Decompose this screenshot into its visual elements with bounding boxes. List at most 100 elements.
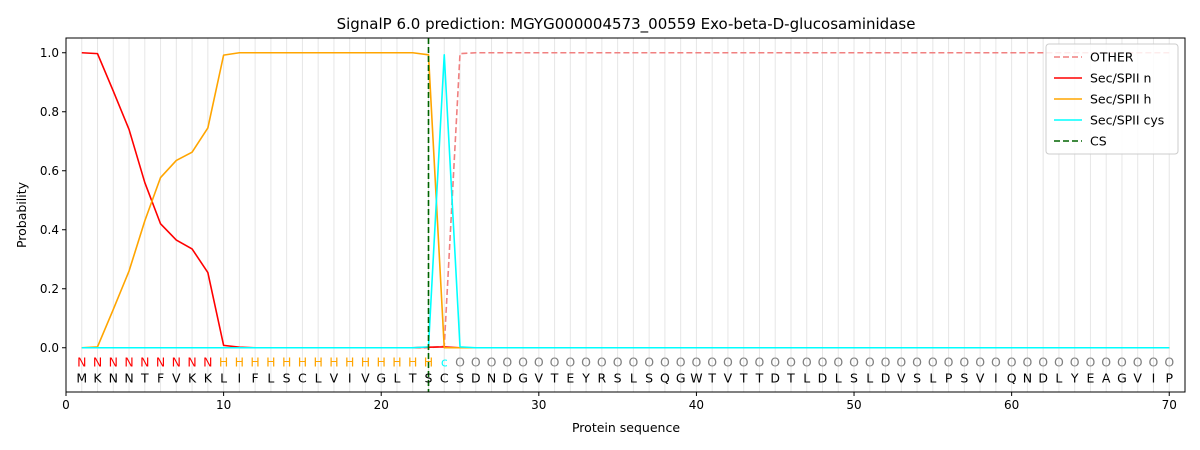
residue-label: W xyxy=(690,371,702,386)
residue-label: Q xyxy=(660,371,670,386)
residue-label: K xyxy=(204,371,213,386)
series-line-sec-spii-n xyxy=(81,51,1170,349)
residue-label: V xyxy=(897,371,906,386)
state-label: O xyxy=(818,355,828,370)
residue-label: L xyxy=(835,371,842,386)
x-tick-label: 60 xyxy=(1004,398,1019,412)
residue-label: S xyxy=(645,371,653,386)
residue-label: T xyxy=(786,371,795,386)
residue-label: L xyxy=(803,371,810,386)
state-label: O xyxy=(471,355,481,370)
state-label: O xyxy=(881,355,891,370)
residue-label: L xyxy=(1055,371,1062,386)
series-lines xyxy=(81,51,1170,349)
y-tick-label: 0.6 xyxy=(40,164,59,178)
residue-label: V xyxy=(172,371,181,386)
residue-label: P xyxy=(945,371,953,386)
legend-label-other: OTHER xyxy=(1090,50,1134,65)
legend-label-sec-spii-cys: Sec/SPII cys xyxy=(1090,113,1164,128)
y-axis-label: Probability xyxy=(14,181,29,248)
series-line-other xyxy=(81,51,1170,349)
residue-label: L xyxy=(929,371,936,386)
state-label: O xyxy=(1133,355,1143,370)
state-label: H xyxy=(266,355,275,370)
state-label: H xyxy=(250,355,259,370)
residue-label: K xyxy=(93,371,102,386)
state-label: O xyxy=(676,355,686,370)
state-label: O xyxy=(849,355,859,370)
residue-label: S xyxy=(913,371,921,386)
residue-label: D xyxy=(471,371,481,386)
state-label: O xyxy=(755,355,765,370)
y-tick-label: 1.0 xyxy=(40,46,59,60)
residue-label: V xyxy=(724,371,733,386)
state-label: N xyxy=(203,355,212,370)
residue-label: G xyxy=(1117,371,1127,386)
residue-label: F xyxy=(252,371,259,386)
residue-label: S xyxy=(283,371,291,386)
state-label: O xyxy=(518,355,528,370)
residue-label: R xyxy=(598,371,607,386)
state-label: H xyxy=(219,355,228,370)
legend-label-sec-spii-h: Sec/SPII h xyxy=(1090,92,1151,107)
x-tick-label: 0 xyxy=(62,398,70,412)
state-label: O xyxy=(1117,355,1127,370)
state-label: H xyxy=(329,355,338,370)
state-label: O xyxy=(944,355,954,370)
residue-label: K xyxy=(188,371,197,386)
y-tick-label: 0.0 xyxy=(40,341,59,355)
state-label: O xyxy=(455,355,465,370)
residue-label: V xyxy=(330,371,339,386)
state-label: O xyxy=(707,355,717,370)
residue-label: D xyxy=(770,371,780,386)
residue-label: Y xyxy=(1070,371,1079,386)
state-label: O xyxy=(1164,355,1174,370)
state-label: O xyxy=(565,355,575,370)
residue-label: F xyxy=(157,371,164,386)
state-label: O xyxy=(1022,355,1032,370)
legend: OTHER Sec/SPII n Sec/SPII h Sec/SPII cys CS xyxy=(1045,43,1179,155)
state-label: O xyxy=(1149,355,1159,370)
state-label: N xyxy=(124,355,133,370)
state-label: N xyxy=(93,355,102,370)
chart-title: SignalP 6.0 prediction: MGYG000004573_00… xyxy=(337,15,916,34)
residue-label: S xyxy=(425,371,433,386)
y-tick-label: 0.2 xyxy=(40,282,59,296)
state-label: O xyxy=(597,355,607,370)
state-label: O xyxy=(550,355,560,370)
state-label: O xyxy=(628,355,638,370)
state-label: N xyxy=(187,355,196,370)
state-label: H xyxy=(345,355,354,370)
residue-label: L xyxy=(393,371,400,386)
state-label: O xyxy=(833,355,843,370)
residue-label: E xyxy=(1086,371,1094,386)
state-label: c xyxy=(441,355,448,370)
residue-label: C xyxy=(440,371,449,386)
residue-label: N xyxy=(124,371,133,386)
series-line-sec-spii-h xyxy=(81,51,1170,349)
residue-label: V xyxy=(361,371,370,386)
state-label: H xyxy=(377,355,386,370)
series-line-sec-spii-cys xyxy=(81,54,1170,349)
residue-label: S xyxy=(456,371,464,386)
residue-label: V xyxy=(976,371,985,386)
x-tick-label: 30 xyxy=(531,398,546,412)
residue-label: T xyxy=(140,371,149,386)
residue-label: L xyxy=(220,371,227,386)
residue-label: G xyxy=(676,371,686,386)
state-label: O xyxy=(865,355,875,370)
state-label: O xyxy=(770,355,780,370)
residue-label: D xyxy=(881,371,891,386)
residue-label: N xyxy=(1023,371,1032,386)
x-tick-label: 20 xyxy=(374,398,389,412)
state-label: O xyxy=(786,355,796,370)
plot-frame xyxy=(65,37,1186,393)
state-label: O xyxy=(912,355,922,370)
state-label: N xyxy=(77,355,86,370)
residue-label: I xyxy=(348,371,352,386)
residue-label: S xyxy=(850,371,858,386)
residue-label: V xyxy=(535,371,544,386)
residue-label: C xyxy=(298,371,307,386)
residue-label: L xyxy=(866,371,873,386)
x-tick-label: 50 xyxy=(846,398,861,412)
